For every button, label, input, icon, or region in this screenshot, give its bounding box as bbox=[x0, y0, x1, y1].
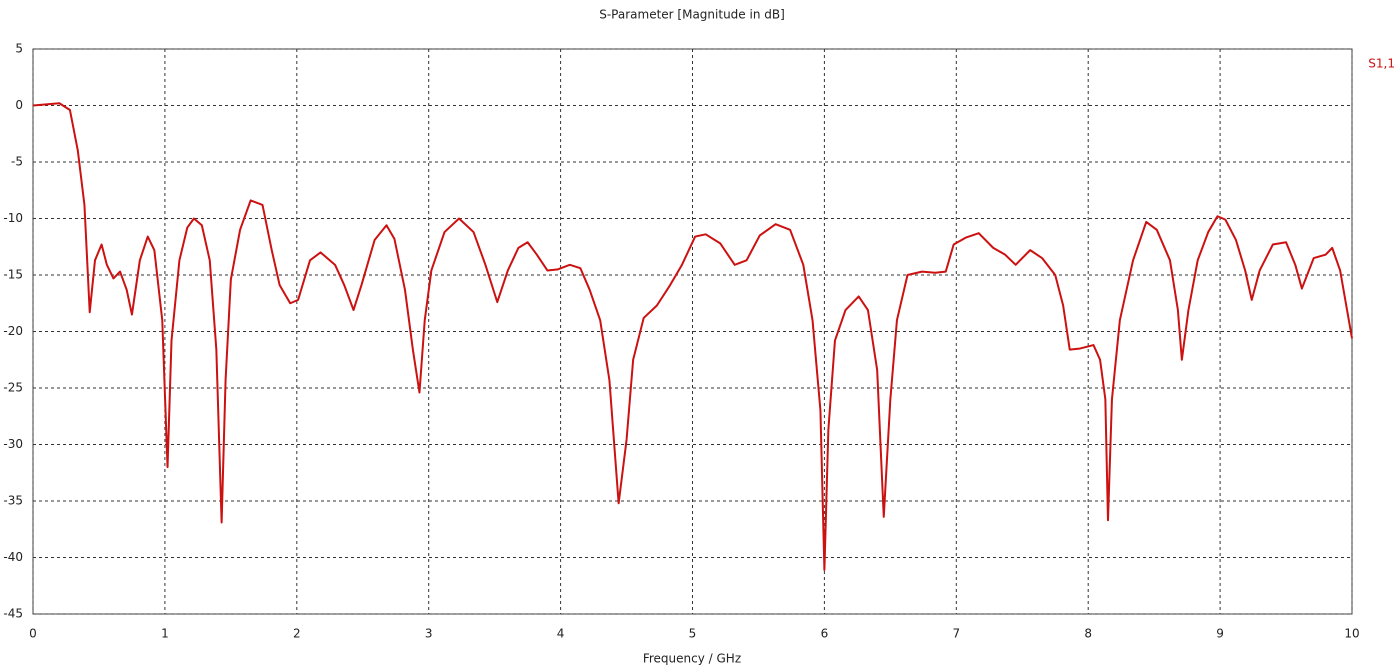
y-tick-label: -25 bbox=[3, 381, 23, 395]
x-tick-label: 4 bbox=[557, 627, 565, 641]
y-tick-label: -15 bbox=[3, 268, 23, 282]
y-tick-label: -40 bbox=[3, 550, 23, 564]
x-tick-label: 2 bbox=[293, 627, 301, 641]
x-tick-label: 1 bbox=[161, 627, 169, 641]
x-tick-label: 10 bbox=[1344, 627, 1359, 641]
y-tick-label: -45 bbox=[3, 607, 23, 621]
y-tick-label: -30 bbox=[3, 437, 23, 451]
y-tick-label: -20 bbox=[3, 324, 23, 338]
x-tick-label: 9 bbox=[1216, 627, 1224, 641]
y-tick-label: -5 bbox=[11, 155, 23, 169]
x-axis-label: Frequency / GHz bbox=[643, 652, 741, 666]
x-tick-label: 7 bbox=[952, 627, 960, 641]
chart-title: S-Parameter [Magnitude in dB] bbox=[599, 8, 785, 22]
y-tick-label: 0 bbox=[15, 98, 23, 112]
y-tick-label: -35 bbox=[3, 494, 23, 508]
y-tick-label: 5 bbox=[15, 42, 23, 56]
x-tick-label: 6 bbox=[821, 627, 829, 641]
x-tick-label: 5 bbox=[689, 627, 697, 641]
legend-label: S1,1 bbox=[1368, 57, 1395, 71]
x-tick-label: 3 bbox=[425, 627, 433, 641]
x-tick-label: 8 bbox=[1084, 627, 1092, 641]
x-tick-label: 0 bbox=[29, 627, 37, 641]
line-series bbox=[32, 102, 1353, 571]
y-tick-label: -10 bbox=[3, 211, 23, 225]
